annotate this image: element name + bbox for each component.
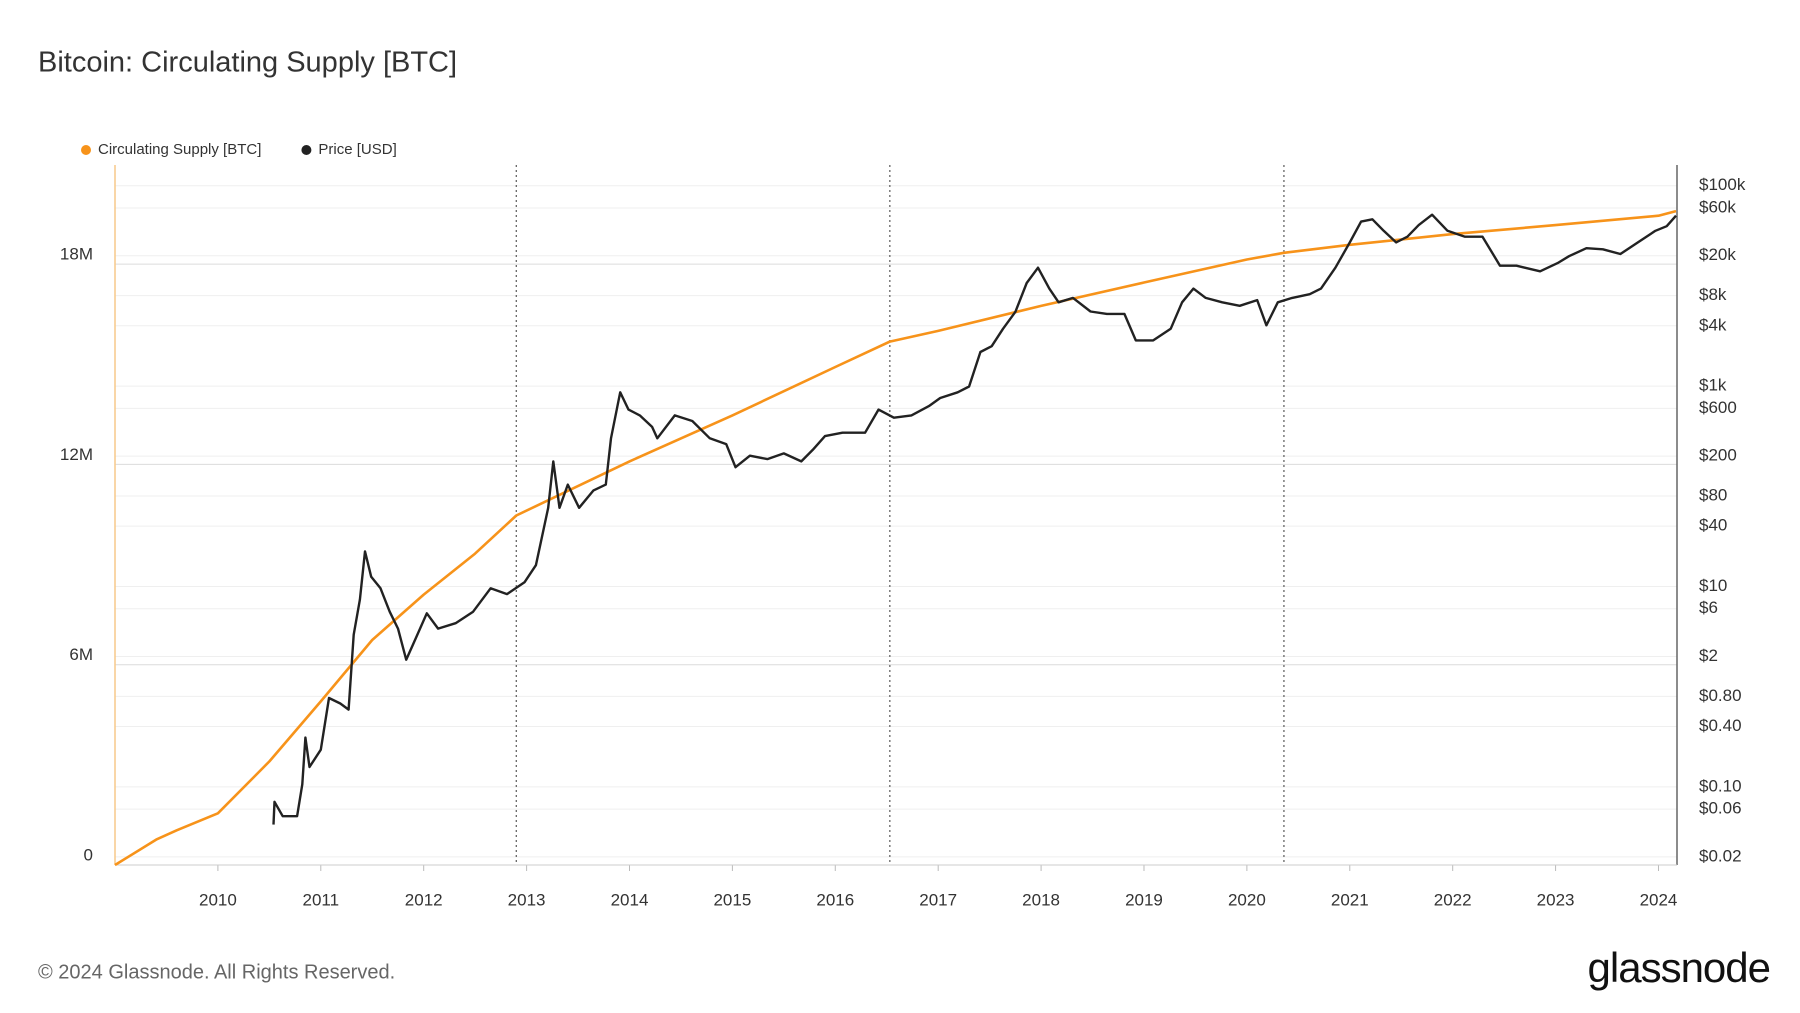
y2-tick-label: $100k	[1699, 175, 1746, 194]
y2-tick-label: $60k	[1699, 197, 1736, 216]
footer: © 2024 Glassnode. All Rights Reserved.	[38, 961, 395, 983]
x-tick-label: 2014	[611, 890, 649, 909]
x-tick-label: 2023	[1537, 890, 1575, 909]
y2-tick-label: $6	[1699, 598, 1718, 617]
y-tick-label: 18M	[60, 245, 93, 264]
legend-label: Price [USD]	[318, 141, 396, 158]
x-tick-label: 2013	[508, 890, 546, 909]
chart-title: Bitcoin: Circulating Supply [BTC]	[38, 47, 457, 79]
y2-tick-label: $20k	[1699, 245, 1736, 264]
y2-tick-label: $8k	[1699, 285, 1727, 304]
y2-tick-label: $1k	[1699, 376, 1727, 395]
y2-tick-label: $10	[1699, 576, 1727, 595]
x-tick-label: 2020	[1228, 890, 1266, 909]
y-tick-label: 12M	[60, 445, 93, 464]
legend-marker	[81, 145, 91, 155]
x-tick-label: 2010	[199, 890, 237, 909]
y2-tick-label: $600	[1699, 398, 1737, 417]
y2-tick-label: $80	[1699, 485, 1727, 504]
x-tick-label: 2011	[303, 890, 340, 909]
y-tick-label: 0	[84, 845, 93, 864]
y2-tick-label: $4k	[1699, 315, 1727, 334]
x-tick-label: 2016	[816, 890, 854, 909]
y-tick-label: 6M	[69, 645, 93, 664]
y2-tick-label: $0.10	[1699, 776, 1742, 795]
x-tick-label: 2019	[1125, 890, 1163, 909]
y2-tick-label: $0.02	[1699, 846, 1742, 865]
legend-marker	[301, 145, 312, 155]
y2-tick-label: $2	[1699, 646, 1718, 665]
x-tick-label: 2015	[713, 890, 751, 909]
x-tick-label: 2024	[1640, 890, 1678, 909]
y2-tick-label: $200	[1699, 446, 1737, 465]
series-line	[114, 209, 1677, 867]
logo: glassnode	[1588, 944, 1770, 991]
series-line	[272, 213, 1677, 825]
y2-tick-label: $0.06	[1699, 799, 1742, 818]
y2-tick-label: $0.80	[1699, 686, 1742, 705]
x-tick-label: 2022	[1434, 890, 1472, 909]
x-tick-label: 2021	[1331, 890, 1369, 909]
x-tick-label: 2012	[405, 890, 443, 909]
y2-tick-label: $0.40	[1699, 716, 1742, 735]
legend-label: Circulating Supply [BTC]	[98, 141, 261, 158]
x-tick-label: 2018	[1022, 890, 1060, 909]
y2-tick-label: $40	[1699, 516, 1727, 535]
x-tick-label: 2017	[919, 890, 957, 909]
